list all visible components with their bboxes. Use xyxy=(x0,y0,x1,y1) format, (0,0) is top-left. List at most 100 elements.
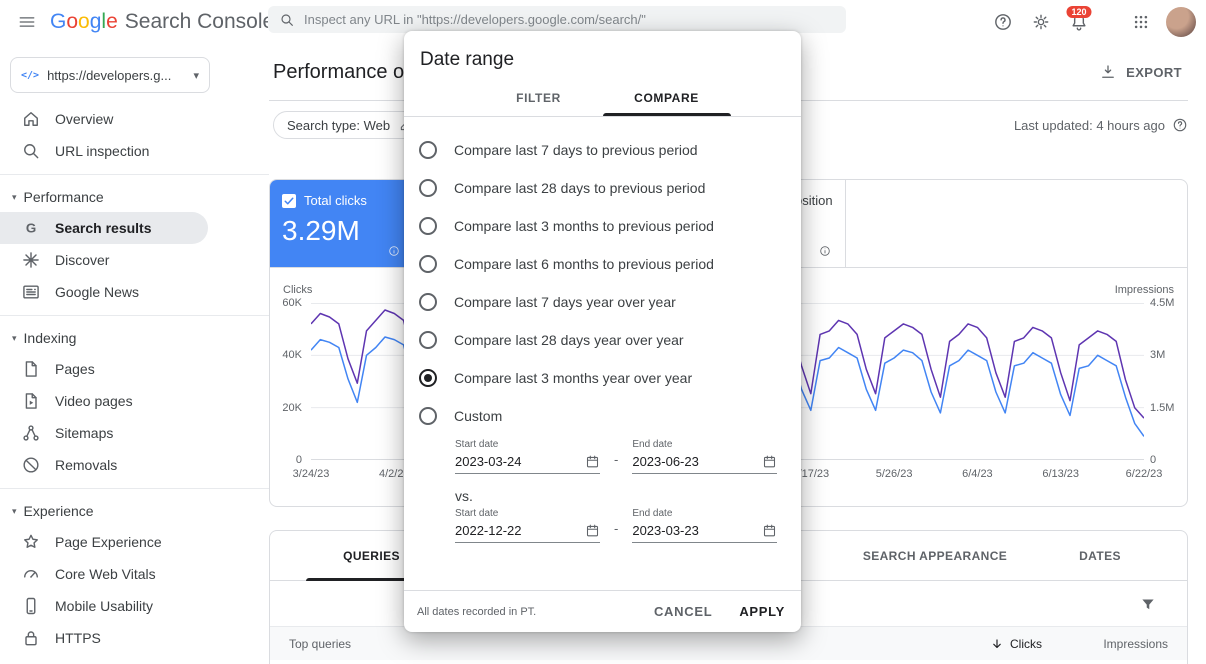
sidebar-item-discover[interactable]: Discover xyxy=(0,244,269,276)
export-button[interactable]: EXPORT xyxy=(1099,63,1182,81)
column-clicks[interactable]: Clicks xyxy=(990,637,1042,651)
sidebar-item-search-results[interactable]: G Search results xyxy=(0,212,208,244)
divider xyxy=(0,315,269,316)
column-top-queries[interactable]: Top queries xyxy=(289,636,352,651)
total-clicks-value: 3.29M xyxy=(282,215,360,246)
calendar-icon[interactable] xyxy=(585,523,600,538)
compare-option-custom[interactable]: Custom xyxy=(404,397,801,435)
sidebar-item-google-news[interactable]: Google News xyxy=(0,276,269,308)
sidebar-item-removals[interactable]: Removals xyxy=(0,449,269,481)
pages-icon xyxy=(21,359,41,379)
filter-toolbar: Search type: Web Last updated: 4 hours a… xyxy=(269,103,1206,147)
download-icon xyxy=(1099,63,1117,81)
sidebar-group-indexing[interactable]: ▾ Indexing xyxy=(12,330,77,346)
calendar-icon[interactable] xyxy=(762,454,777,469)
sidebar-item-video-pages[interactable]: Video pages xyxy=(0,385,269,417)
notification-badge: 120 xyxy=(1066,6,1092,18)
radio-unchecked-icon xyxy=(419,255,437,273)
compare-option-compare-last-7-days-to-previous-period[interactable]: Compare last 7 days to previous period xyxy=(404,131,801,169)
range-separator: - xyxy=(614,521,619,536)
sidebar-item-pages[interactable]: Pages xyxy=(0,353,269,385)
apps-grid-icon[interactable] xyxy=(1124,5,1158,39)
help-icon[interactable] xyxy=(986,5,1020,39)
right-axis-title: Impressions xyxy=(1114,284,1174,296)
dialog-footer: All dates recorded in PT. CANCEL APPLY xyxy=(404,590,801,632)
compare-option-compare-last-6-months-to-previous-period[interactable]: Compare last 6 months to previous period xyxy=(404,245,801,283)
sidebar-nav: Overview URL inspection ▾ Performance G Searc… xyxy=(0,103,269,654)
table-header: Top queries Clicks Impressions xyxy=(270,627,1187,660)
dates-footnote: All dates recorded in PT. xyxy=(417,605,537,618)
core-web-vitals-icon xyxy=(21,564,41,584)
compare-option-compare-last-7-days-year-over-year[interactable]: Compare last 7 days year over year xyxy=(404,283,801,321)
topbar-actions: 120 xyxy=(986,0,1196,44)
compare-option-compare-last-3-months-to-previous-period[interactable]: Compare last 3 months to previous period xyxy=(404,207,801,245)
sidebar-group-experience[interactable]: ▾ Experience xyxy=(12,503,94,519)
removals-icon xyxy=(21,455,41,475)
url-inspect-searchbar[interactable] xyxy=(268,6,846,33)
start-date-field[interactable]: Start date 2023-03-24 xyxy=(455,439,600,474)
radio-unchecked-icon xyxy=(419,293,437,311)
settings-icon[interactable] xyxy=(1024,5,1058,39)
compare-option-compare-last-3-months-year-over-year[interactable]: Compare last 3 months year over year xyxy=(404,359,801,397)
sitemaps-icon xyxy=(21,423,41,443)
date-range-1: Start date 2023-03-24 - End date 2023-06… xyxy=(455,439,801,474)
discover-icon xyxy=(21,250,41,270)
dialog-tabs: FILTER COMPARE xyxy=(404,79,801,117)
sidebar-item-https[interactable]: HTTPS xyxy=(0,622,269,654)
start-date-value-2[interactable]: 2022-12-22 xyxy=(455,523,522,538)
calendar-icon[interactable] xyxy=(762,523,777,538)
search-type-chip[interactable]: Search type: Web xyxy=(273,111,428,139)
menu-icon[interactable] xyxy=(10,5,44,39)
tab-dates[interactable]: DATES xyxy=(1079,549,1121,563)
radio-unchecked-icon xyxy=(419,331,437,349)
end-date-field[interactable]: End date 2023-06-23 xyxy=(632,439,778,474)
vs-label: vs. xyxy=(455,488,473,504)
column-impressions[interactable]: Impressions xyxy=(1103,636,1168,651)
right-axis-ticks: 4.5M 3M 1.5M 0 xyxy=(1150,297,1175,466)
info-icon[interactable] xyxy=(388,245,400,257)
sidebar-group-performance[interactable]: ▾ Performance xyxy=(12,189,104,205)
compare-option-compare-last-28-days-year-over-year[interactable]: Compare last 28 days year over year xyxy=(404,321,801,359)
end-date-value[interactable]: 2023-06-23 xyxy=(632,454,699,469)
checkbox-checked-icon[interactable] xyxy=(282,193,296,208)
end-date-value-2[interactable]: 2023-03-23 xyxy=(632,523,699,538)
filter-icon[interactable] xyxy=(1139,595,1157,613)
tab-queries[interactable]: QUERIES xyxy=(306,531,437,581)
cancel-button[interactable]: CANCEL xyxy=(653,604,713,619)
calendar-icon[interactable] xyxy=(585,454,600,469)
dialog-tab-compare[interactable]: COMPARE xyxy=(602,79,731,116)
radio-unchecked-icon xyxy=(419,179,437,197)
notifications-bell-icon[interactable]: 120 xyxy=(1062,5,1096,39)
end-date-field-2[interactable]: End date 2023-03-23 xyxy=(632,508,778,543)
property-selector[interactable]: </> https://developers.g... ▾ xyxy=(10,57,210,93)
sidebar-item-overview[interactable]: Overview xyxy=(0,103,269,135)
start-date-value[interactable]: 2023-03-24 xyxy=(455,454,522,469)
url-inspect-input[interactable] xyxy=(304,12,835,27)
tab-search-appearance[interactable]: SEARCH APPEARANCE xyxy=(862,549,1008,563)
start-date-field-2[interactable]: Start date 2022-12-22 xyxy=(455,508,600,543)
video-pages-icon xyxy=(21,391,41,411)
help-circle-icon[interactable] xyxy=(1172,117,1188,133)
google-g-icon: G xyxy=(21,218,41,238)
apply-button[interactable]: APPLY xyxy=(739,604,785,619)
avatar[interactable] xyxy=(1166,7,1196,37)
inspect-icon xyxy=(21,141,41,161)
date-range-dialog: Date range FILTER COMPARE Compare last 7 … xyxy=(404,31,801,632)
compare-option-compare-last-28-days-to-previous-period[interactable]: Compare last 28 days to previous period xyxy=(404,169,801,207)
divider xyxy=(0,488,269,489)
date-range-2: Start date 2022-12-22 - End date 2023-03… xyxy=(455,508,801,543)
info-icon[interactable] xyxy=(819,245,831,257)
metric-cards: Total clicks 3.29M Average position xyxy=(270,180,1187,268)
dialog-tab-filter[interactable]: FILTER xyxy=(516,91,561,105)
total-clicks-card[interactable]: Total clicks 3.29M xyxy=(270,180,414,267)
page-experience-icon xyxy=(21,532,41,552)
sidebar-item-page-experience[interactable]: Page Experience xyxy=(0,526,269,558)
sidebar-item-url-inspection[interactable]: URL inspection xyxy=(0,135,269,167)
sidebar-item-mobile-usability[interactable]: Mobile Usability xyxy=(0,590,269,622)
sidebar-item-core-web-vitals[interactable]: Core Web Vitals xyxy=(0,558,269,590)
logo-suffix: Search Console xyxy=(124,10,275,33)
svg-text:G: G xyxy=(26,221,36,236)
range-separator: - xyxy=(614,452,619,467)
sidebar-item-sitemaps[interactable]: Sitemaps xyxy=(0,417,269,449)
